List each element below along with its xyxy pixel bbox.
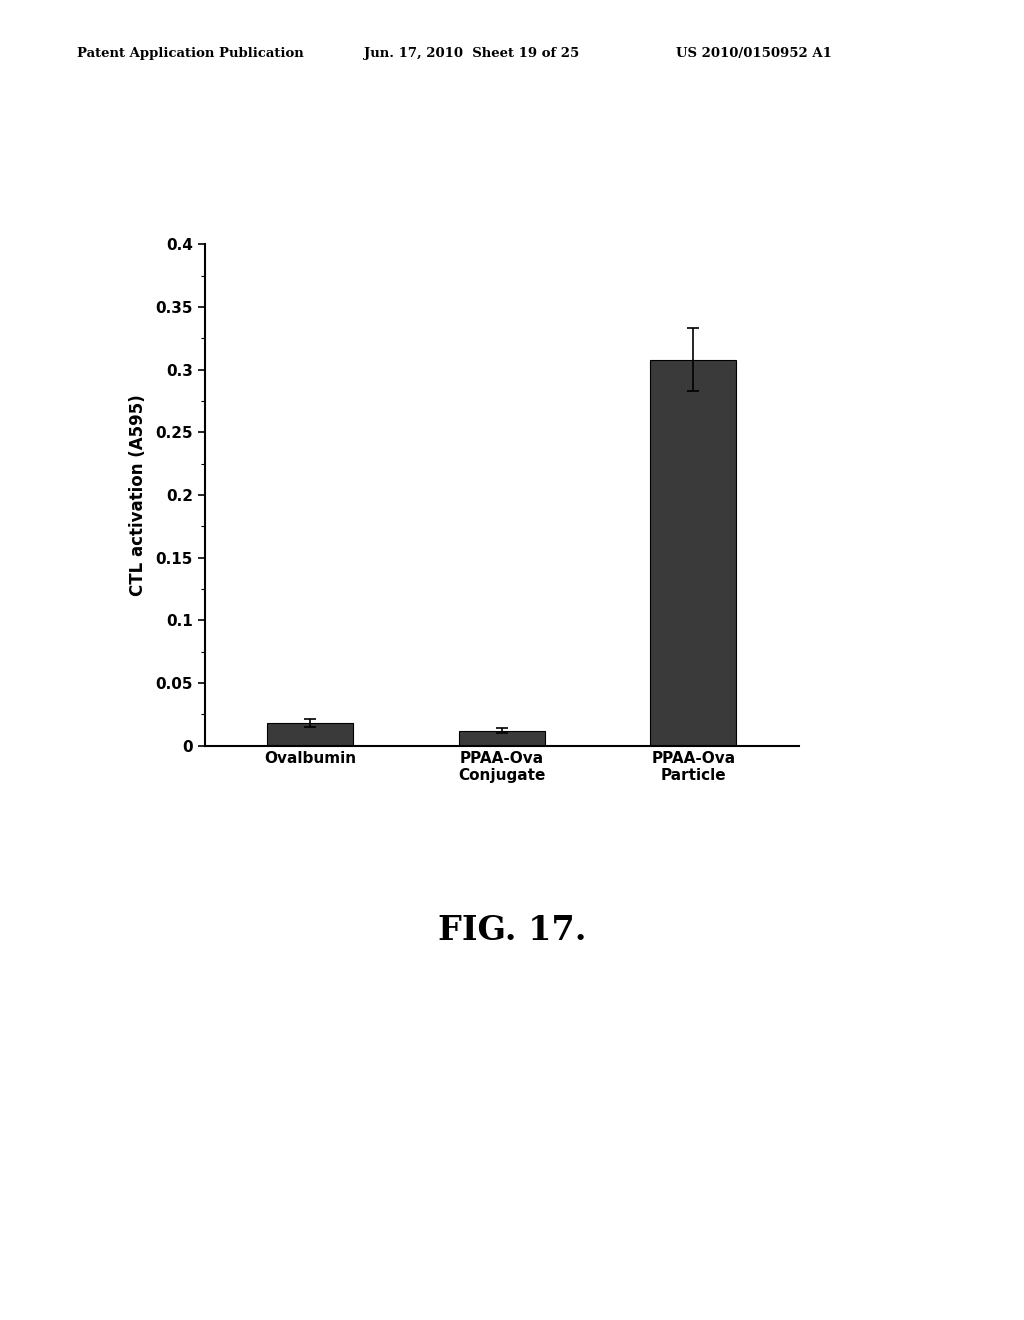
Text: US 2010/0150952 A1: US 2010/0150952 A1	[676, 46, 831, 59]
Text: Patent Application Publication: Patent Application Publication	[77, 46, 303, 59]
Bar	[650, 359, 736, 746]
Bar	[267, 723, 353, 746]
Y-axis label: CTL activation (A595): CTL activation (A595)	[129, 395, 147, 595]
Text: Jun. 17, 2010  Sheet 19 of 25: Jun. 17, 2010 Sheet 19 of 25	[364, 46, 579, 59]
Bar	[459, 731, 545, 746]
Text: FIG. 17.: FIG. 17.	[437, 913, 587, 948]
